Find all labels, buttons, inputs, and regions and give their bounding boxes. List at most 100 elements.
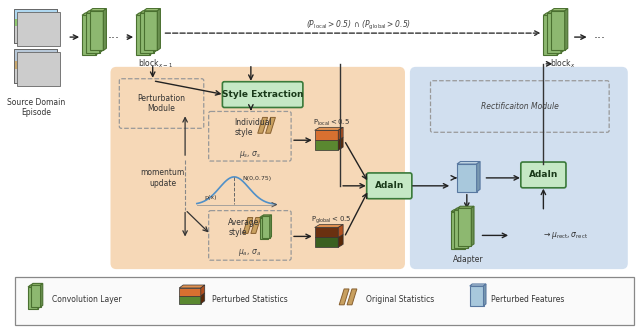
Polygon shape bbox=[338, 224, 343, 237]
Polygon shape bbox=[458, 206, 474, 208]
Polygon shape bbox=[262, 215, 271, 216]
Polygon shape bbox=[40, 283, 43, 307]
Polygon shape bbox=[315, 127, 343, 130]
FancyBboxPatch shape bbox=[14, 9, 58, 43]
Text: Original Statistics: Original Statistics bbox=[365, 295, 434, 305]
FancyBboxPatch shape bbox=[15, 277, 634, 325]
Polygon shape bbox=[551, 9, 568, 11]
Text: ...: ... bbox=[108, 27, 120, 41]
Text: Perturbed Statistics: Perturbed Statistics bbox=[212, 295, 287, 305]
Polygon shape bbox=[457, 162, 480, 164]
Polygon shape bbox=[28, 285, 40, 287]
Polygon shape bbox=[201, 293, 205, 304]
FancyBboxPatch shape bbox=[14, 49, 58, 61]
Text: block$_{x-1}$: block$_{x-1}$ bbox=[138, 58, 173, 70]
Polygon shape bbox=[143, 9, 161, 11]
Polygon shape bbox=[86, 13, 100, 53]
Polygon shape bbox=[82, 15, 96, 55]
Polygon shape bbox=[564, 9, 568, 50]
Text: $\mu_s$, $\sigma_s$: $\mu_s$, $\sigma_s$ bbox=[239, 149, 261, 160]
Polygon shape bbox=[470, 286, 483, 306]
FancyBboxPatch shape bbox=[14, 49, 58, 83]
Text: Source Domain
Episode: Source Domain Episode bbox=[7, 98, 65, 117]
Polygon shape bbox=[31, 285, 40, 307]
Polygon shape bbox=[315, 140, 338, 150]
Polygon shape bbox=[543, 13, 560, 15]
Text: ...: ... bbox=[593, 27, 605, 41]
Text: Adapter: Adapter bbox=[452, 255, 483, 264]
FancyBboxPatch shape bbox=[521, 162, 566, 188]
Polygon shape bbox=[143, 11, 157, 50]
Polygon shape bbox=[561, 11, 564, 53]
Polygon shape bbox=[269, 215, 271, 238]
Text: Average
style: Average style bbox=[228, 218, 260, 237]
Polygon shape bbox=[454, 210, 468, 248]
Text: Perturbation
Module: Perturbation Module bbox=[138, 94, 186, 113]
Polygon shape bbox=[339, 289, 349, 305]
FancyBboxPatch shape bbox=[17, 52, 60, 86]
Polygon shape bbox=[136, 13, 153, 15]
FancyBboxPatch shape bbox=[111, 67, 405, 269]
Text: N(0,0.75): N(0,0.75) bbox=[242, 176, 271, 181]
Polygon shape bbox=[179, 296, 201, 304]
Text: block$_x$: block$_x$ bbox=[550, 58, 576, 70]
Polygon shape bbox=[262, 216, 269, 238]
Polygon shape bbox=[251, 217, 260, 233]
Polygon shape bbox=[557, 13, 560, 55]
Polygon shape bbox=[468, 208, 471, 248]
Polygon shape bbox=[179, 285, 205, 288]
FancyBboxPatch shape bbox=[17, 12, 60, 46]
Polygon shape bbox=[86, 11, 102, 13]
Polygon shape bbox=[201, 285, 205, 296]
Polygon shape bbox=[136, 15, 150, 55]
Polygon shape bbox=[82, 13, 99, 15]
Polygon shape bbox=[150, 13, 153, 55]
Polygon shape bbox=[31, 283, 43, 285]
Text: momentum
update: momentum update bbox=[140, 168, 185, 188]
Polygon shape bbox=[338, 127, 343, 140]
Polygon shape bbox=[179, 288, 201, 296]
Polygon shape bbox=[260, 217, 268, 239]
Text: P$_{\rm global}$$<$0.5: P$_{\rm global}$$<$0.5 bbox=[311, 215, 351, 226]
Polygon shape bbox=[483, 284, 486, 306]
Polygon shape bbox=[458, 208, 471, 246]
Text: Convolution Layer: Convolution Layer bbox=[52, 295, 121, 305]
FancyBboxPatch shape bbox=[222, 82, 303, 108]
Polygon shape bbox=[454, 208, 471, 210]
Polygon shape bbox=[471, 206, 474, 246]
Polygon shape bbox=[154, 11, 157, 53]
Polygon shape bbox=[157, 9, 161, 50]
Polygon shape bbox=[315, 227, 338, 237]
Polygon shape bbox=[140, 13, 154, 53]
Polygon shape bbox=[477, 162, 480, 192]
Polygon shape bbox=[100, 11, 102, 53]
Polygon shape bbox=[551, 11, 564, 50]
Polygon shape bbox=[103, 9, 106, 50]
Polygon shape bbox=[315, 130, 338, 140]
Text: p(x): p(x) bbox=[205, 195, 217, 200]
Polygon shape bbox=[260, 216, 269, 217]
FancyBboxPatch shape bbox=[14, 9, 58, 19]
FancyBboxPatch shape bbox=[367, 173, 412, 199]
Text: Individual
style: Individual style bbox=[234, 118, 272, 137]
Polygon shape bbox=[451, 212, 465, 249]
Text: Style Extraction: Style Extraction bbox=[222, 90, 303, 99]
Text: $\mu_a$, $\sigma_a$: $\mu_a$, $\sigma_a$ bbox=[238, 247, 261, 258]
Text: Rectificaiton Module: Rectificaiton Module bbox=[481, 102, 559, 111]
Polygon shape bbox=[457, 164, 477, 192]
Polygon shape bbox=[266, 118, 275, 133]
Polygon shape bbox=[470, 284, 486, 286]
Text: P$_{\rm local}$$<$0.5: P$_{\rm local}$$<$0.5 bbox=[313, 118, 350, 128]
Polygon shape bbox=[451, 210, 467, 212]
Polygon shape bbox=[338, 234, 343, 247]
Polygon shape bbox=[347, 289, 357, 305]
Text: Perturbed Features: Perturbed Features bbox=[492, 295, 564, 305]
Polygon shape bbox=[38, 285, 40, 309]
FancyBboxPatch shape bbox=[14, 49, 58, 69]
Text: (P$_{\rm local}$$>$0.5) $\cap$ (P$_{\rm global}$$>$0.5): (P$_{\rm local}$$>$0.5) $\cap$ (P$_{\rm … bbox=[307, 19, 412, 32]
Text: AdaIn: AdaIn bbox=[374, 181, 404, 190]
Polygon shape bbox=[90, 11, 103, 50]
FancyBboxPatch shape bbox=[14, 9, 58, 26]
Polygon shape bbox=[543, 15, 557, 55]
Polygon shape bbox=[90, 9, 106, 11]
